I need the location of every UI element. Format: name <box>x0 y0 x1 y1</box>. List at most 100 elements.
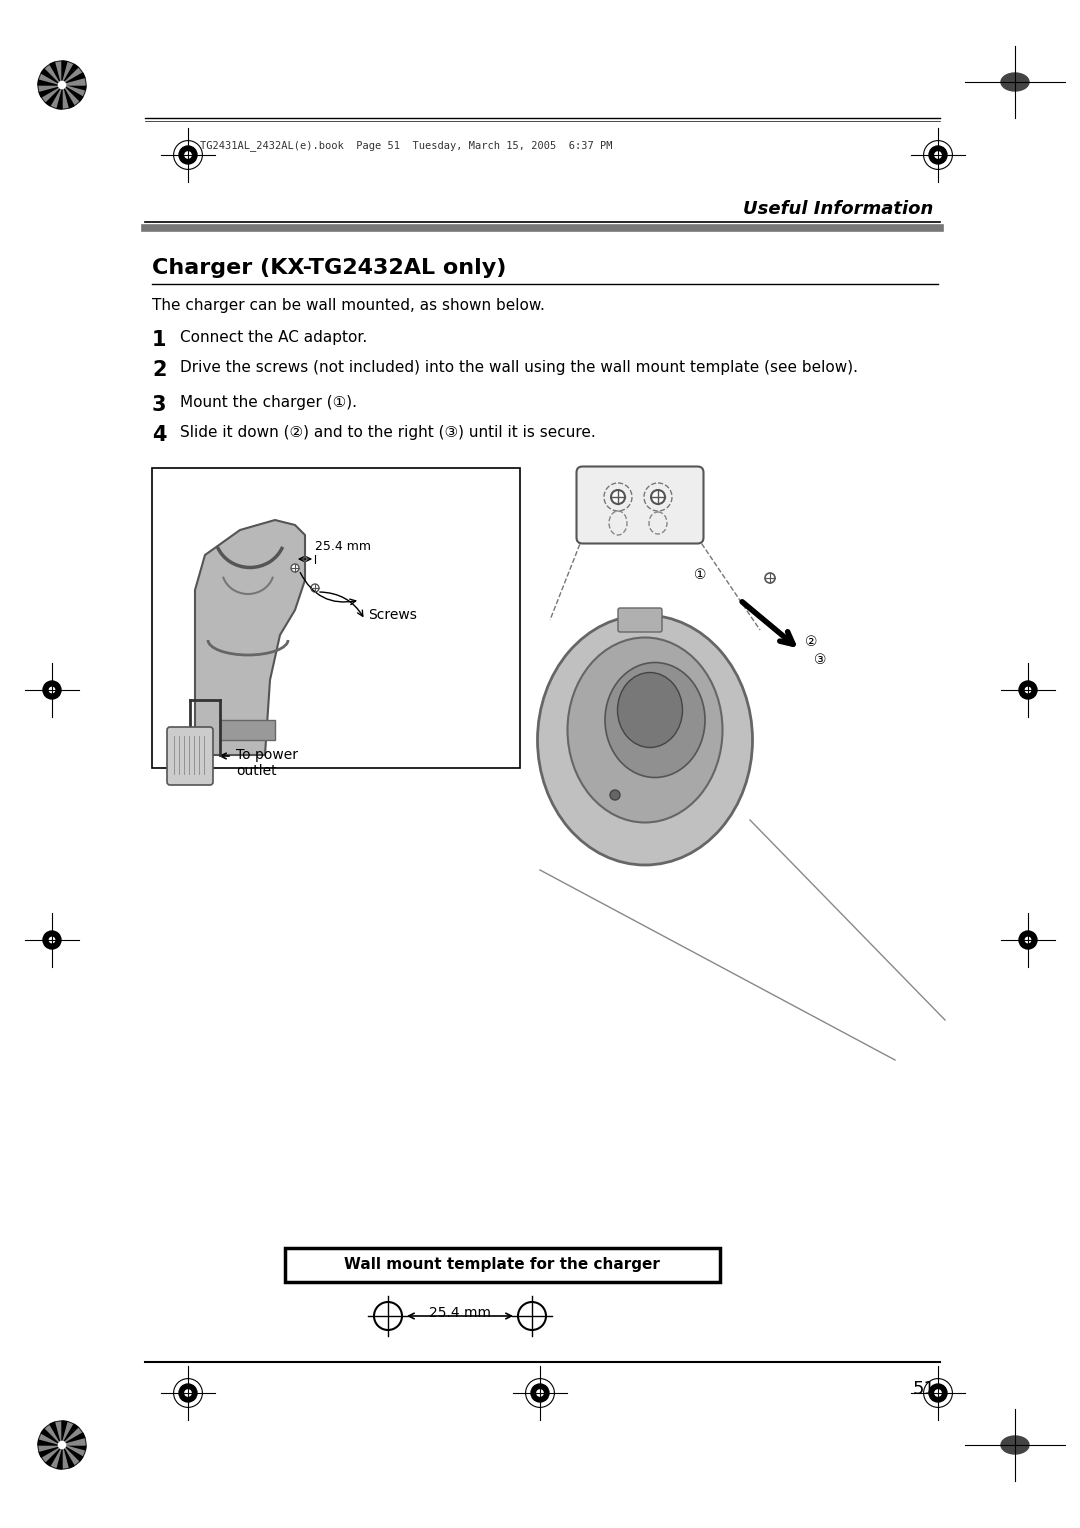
Wedge shape <box>62 1445 68 1468</box>
Circle shape <box>1025 688 1030 692</box>
Circle shape <box>185 1390 191 1397</box>
Wedge shape <box>38 79 62 86</box>
Text: TG2431AL_2432AL(e).book  Page 51  Tuesday, March 15, 2005  6:37 PM: TG2431AL_2432AL(e).book Page 51 Tuesday,… <box>200 141 612 151</box>
Text: 3: 3 <box>152 396 166 416</box>
Ellipse shape <box>538 614 753 865</box>
Ellipse shape <box>618 672 683 747</box>
Wedge shape <box>39 73 62 86</box>
Wedge shape <box>62 86 83 102</box>
Text: The charger can be wall mounted, as shown below.: The charger can be wall mounted, as show… <box>152 298 545 313</box>
Circle shape <box>179 1384 197 1403</box>
Wedge shape <box>62 86 75 108</box>
Wedge shape <box>45 1445 62 1465</box>
Text: 4: 4 <box>152 425 166 445</box>
Circle shape <box>50 688 55 692</box>
Circle shape <box>43 931 60 949</box>
Wedge shape <box>56 86 62 108</box>
Circle shape <box>1025 937 1030 943</box>
Text: 25.4 mm: 25.4 mm <box>429 1306 491 1320</box>
Wedge shape <box>38 86 62 92</box>
Text: 51: 51 <box>913 1380 935 1398</box>
Text: To power
outlet: To power outlet <box>237 749 298 778</box>
Wedge shape <box>38 1445 62 1452</box>
Circle shape <box>765 573 775 584</box>
Wedge shape <box>62 1445 86 1452</box>
Wedge shape <box>62 69 83 86</box>
Text: ①: ① <box>693 568 706 582</box>
Wedge shape <box>62 86 79 105</box>
Circle shape <box>374 1302 402 1329</box>
Circle shape <box>185 151 191 159</box>
Wedge shape <box>62 1445 83 1462</box>
Wedge shape <box>62 1445 75 1468</box>
Circle shape <box>935 1390 941 1397</box>
Circle shape <box>58 81 66 89</box>
Circle shape <box>651 490 665 504</box>
Wedge shape <box>45 86 62 105</box>
Wedge shape <box>62 73 85 86</box>
Ellipse shape <box>567 637 723 822</box>
Text: Connect the AC adaptor.: Connect the AC adaptor. <box>180 330 367 345</box>
Wedge shape <box>62 86 68 108</box>
Wedge shape <box>62 1421 68 1445</box>
Ellipse shape <box>1001 1436 1029 1455</box>
Circle shape <box>935 151 941 159</box>
Circle shape <box>929 1384 947 1403</box>
Wedge shape <box>62 1445 85 1458</box>
Circle shape <box>58 1441 66 1449</box>
FancyBboxPatch shape <box>577 466 703 544</box>
Wedge shape <box>39 1445 62 1458</box>
Text: ③: ③ <box>813 652 826 668</box>
Wedge shape <box>62 61 68 86</box>
Circle shape <box>518 1302 546 1329</box>
Wedge shape <box>41 86 62 102</box>
Text: Charger (KX-TG2432AL only): Charger (KX-TG2432AL only) <box>152 258 507 278</box>
Wedge shape <box>56 61 62 86</box>
Wedge shape <box>41 1445 62 1462</box>
Bar <box>220 720 275 740</box>
Wedge shape <box>62 1433 85 1445</box>
Circle shape <box>179 147 197 163</box>
Wedge shape <box>62 64 79 86</box>
Bar <box>152 468 519 769</box>
Wedge shape <box>62 86 86 92</box>
Wedge shape <box>62 1429 83 1445</box>
Circle shape <box>531 1384 549 1403</box>
Wedge shape <box>45 1424 62 1445</box>
Text: 2: 2 <box>152 361 166 380</box>
Ellipse shape <box>1001 73 1029 92</box>
Wedge shape <box>62 1424 79 1445</box>
Ellipse shape <box>605 663 705 778</box>
Polygon shape <box>195 520 305 755</box>
Circle shape <box>929 147 947 163</box>
Text: Useful Information: Useful Information <box>743 200 933 219</box>
Text: Screws: Screws <box>368 608 417 622</box>
Text: 25.4 mm: 25.4 mm <box>315 539 372 553</box>
Wedge shape <box>62 61 75 86</box>
Wedge shape <box>39 86 62 96</box>
Wedge shape <box>41 69 62 86</box>
Wedge shape <box>41 1429 62 1445</box>
Wedge shape <box>62 79 86 86</box>
Circle shape <box>50 937 55 943</box>
Wedge shape <box>45 64 62 86</box>
Circle shape <box>537 1390 543 1397</box>
Text: ②: ② <box>805 636 818 649</box>
Wedge shape <box>56 1421 62 1445</box>
Wedge shape <box>50 1445 62 1468</box>
Circle shape <box>291 564 299 571</box>
Circle shape <box>611 490 625 504</box>
Wedge shape <box>38 1439 62 1445</box>
Text: Drive the screws (not included) into the wall using the wall mount template (see: Drive the screws (not included) into the… <box>180 361 858 374</box>
FancyBboxPatch shape <box>618 608 662 633</box>
Text: 1: 1 <box>152 330 166 350</box>
Wedge shape <box>62 86 85 96</box>
Circle shape <box>311 584 319 591</box>
Wedge shape <box>56 1445 62 1468</box>
Wedge shape <box>62 1439 86 1445</box>
Bar <box>285 1248 720 1282</box>
Wedge shape <box>50 1423 62 1445</box>
Text: Mount the charger (①).: Mount the charger (①). <box>180 396 357 410</box>
Text: Slide it down (②) and to the right (③) until it is secure.: Slide it down (②) and to the right (③) u… <box>180 425 596 440</box>
Wedge shape <box>39 1433 62 1445</box>
